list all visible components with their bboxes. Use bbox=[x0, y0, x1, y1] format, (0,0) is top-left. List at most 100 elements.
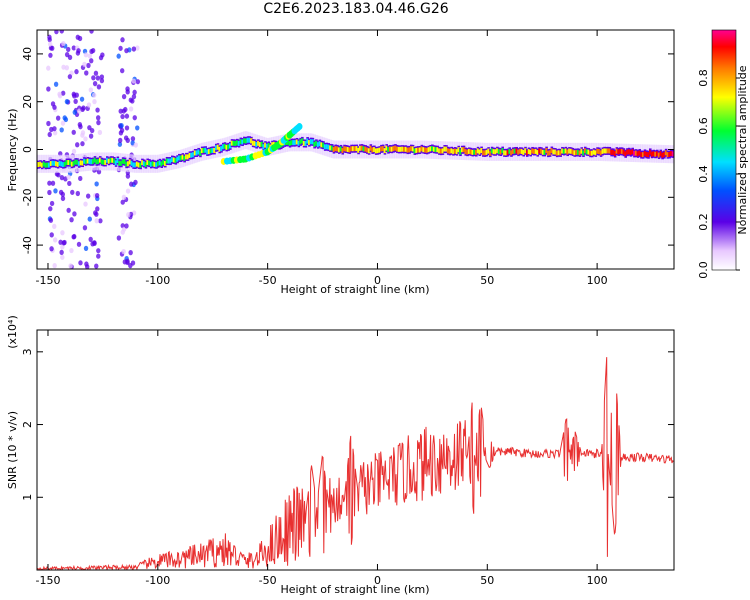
spectrogram-ridge-cell bbox=[466, 149, 469, 155]
spectrogram-noise-cell bbox=[61, 240, 67, 246]
spectrogram-ridge-cell bbox=[95, 159, 99, 165]
top-x-tick-label: -50 bbox=[259, 274, 277, 287]
spectrogram-ridge-cell bbox=[592, 149, 596, 155]
spectrogram-ridge-cell bbox=[160, 161, 164, 167]
spectrogram-noise-cell bbox=[71, 148, 77, 154]
spectrogram-ridge-cell bbox=[522, 149, 526, 155]
spectrogram-ridge-cell bbox=[67, 159, 70, 165]
spectrogram-ridge-cell bbox=[286, 139, 290, 145]
spectrogram-ridge-cell bbox=[450, 148, 454, 154]
spectrogram-ridge-cell bbox=[487, 148, 490, 154]
spectrogram-ridge-cell bbox=[228, 143, 232, 149]
colorbar-tick-label: 0.8 bbox=[697, 69, 710, 87]
spectrogram-ridge-cell bbox=[91, 159, 95, 165]
spectrogram-ridge-cell bbox=[251, 140, 255, 146]
spectrogram-ridge-cell bbox=[573, 150, 577, 156]
spectrogram-ridge-cell bbox=[39, 161, 42, 167]
spectrogram-ridge-cell bbox=[234, 140, 237, 146]
spectrogram-noise-cell bbox=[119, 123, 124, 129]
spectrogram-ridge-cell bbox=[640, 152, 643, 158]
spectrogram-ridge-cell bbox=[462, 147, 466, 153]
spectrogram-noise-cell bbox=[52, 263, 57, 269]
spectrogram-ridge-cell bbox=[285, 139, 288, 145]
spectrogram-ridge-cell bbox=[620, 148, 624, 154]
spectrogram-ridge-cell bbox=[545, 148, 548, 154]
spectrogram-ridge-cell bbox=[664, 150, 668, 156]
spectrogram-ridge-cell bbox=[42, 161, 46, 167]
spectrogram-ridge-cell bbox=[264, 142, 267, 148]
spectrogram-ridge-cell bbox=[605, 148, 608, 154]
spectrogram-noise-cell bbox=[48, 41, 53, 47]
spectrogram-noise-cell bbox=[120, 199, 125, 205]
spectrogram-ridge-cell bbox=[670, 151, 673, 157]
spectrogram-noise-cell bbox=[87, 125, 92, 131]
spectrogram-ridge-cell bbox=[443, 146, 446, 152]
spectrogram-noise-cell bbox=[63, 116, 69, 123]
spectrogram-ridge-cell bbox=[497, 149, 501, 155]
spectrogram-ridge-cell bbox=[337, 147, 341, 153]
spectrogram-ridge-cell bbox=[44, 162, 48, 168]
spectrogram-noise-cell bbox=[121, 248, 126, 255]
spectrogram-noise-cell bbox=[124, 113, 130, 119]
spectrogram-ridge-cell bbox=[566, 149, 569, 155]
spectrogram-ridge-cell bbox=[641, 152, 645, 158]
spectrogram-noise-cell bbox=[78, 124, 83, 130]
spectrogram-ridge-cell bbox=[383, 148, 387, 154]
spectrogram-ridge-cell bbox=[619, 148, 622, 154]
spectrogram-ridge-cell bbox=[214, 145, 218, 151]
spectrogram-noise-cell bbox=[83, 245, 89, 251]
spectrogram-ridge-cell bbox=[659, 151, 663, 157]
spectrogram-ridge-cell bbox=[130, 160, 134, 166]
spectrogram-ridge-cell bbox=[227, 144, 230, 150]
spectrogram-ridge-cell bbox=[550, 148, 554, 154]
spectrogram-noise-cell bbox=[52, 223, 57, 229]
spectrogram-ridge-cell bbox=[190, 152, 193, 158]
spectrogram-ridge-cell bbox=[48, 162, 51, 168]
spectrogram-ridge-cell bbox=[395, 146, 399, 152]
spectrogram-ridge-cell bbox=[473, 149, 476, 155]
spectrogram-ridge-cell bbox=[116, 158, 120, 164]
spectrogram-ridge-cell bbox=[353, 146, 357, 152]
spectrogram-noise-cell bbox=[64, 52, 70, 58]
spectrogram-noise-cell bbox=[124, 125, 130, 131]
spectrogram-ridge-cell bbox=[188, 152, 192, 158]
spectrogram-ridge-cell bbox=[244, 138, 248, 144]
spectrogram-ridge-cell bbox=[489, 150, 492, 156]
spectrogram-noise-cell bbox=[46, 86, 51, 92]
spectrogram-ridge-cell bbox=[253, 141, 257, 147]
spectrogram-noise-cell bbox=[122, 259, 128, 265]
spectrogram-noise-cell bbox=[135, 125, 140, 131]
spectrogram-ridge-cell bbox=[100, 159, 104, 165]
spectrogram-noise-cell bbox=[72, 93, 77, 99]
spectrogram-ridge-cell bbox=[304, 141, 308, 147]
spectrogram-noise-cell bbox=[55, 115, 61, 121]
spectrogram-noise-cell bbox=[92, 99, 97, 105]
colorbar-label: Normalized spectral amplitude bbox=[736, 65, 749, 234]
spectrogram-ridge-cell bbox=[109, 157, 113, 163]
spectrogram-noise-cell bbox=[56, 172, 61, 178]
spectrogram-ridge-cell bbox=[255, 142, 258, 148]
spectrogram-ridge-cell bbox=[471, 149, 475, 155]
spectrogram-ridge-cell bbox=[381, 146, 385, 152]
spectrogram-ridge-cell bbox=[622, 149, 626, 155]
spectrogram-heatmap bbox=[37, 30, 674, 269]
spectrogram-ridge-cell bbox=[475, 150, 478, 156]
spectrogram-ridge-cell bbox=[193, 150, 197, 156]
spectrogram-ridge-cell bbox=[392, 146, 396, 152]
spectrogram-ridge-cell bbox=[127, 161, 130, 167]
spectrogram-noise-cell bbox=[49, 126, 54, 133]
spectrogram-ridge-cell bbox=[204, 147, 207, 153]
spectrogram-ridge-cell bbox=[339, 146, 343, 152]
spectrogram-ridge-cell bbox=[554, 149, 557, 155]
spectrogram-ridge-cell bbox=[499, 149, 503, 155]
spectrogram-ridge-cell bbox=[594, 150, 598, 156]
spectrogram-ridge-cell bbox=[476, 148, 480, 154]
spectrogram-ridge-cell bbox=[243, 138, 246, 144]
spectrogram-ridge-cell bbox=[241, 139, 244, 145]
spectrogram-noise-cell bbox=[46, 65, 51, 71]
spectrogram-ridge-cell bbox=[181, 154, 185, 160]
spectrogram-ridge-cell bbox=[83, 158, 86, 164]
colorbar-tick-label: 0.4 bbox=[697, 165, 710, 183]
spectrogram-ridge-cell bbox=[650, 151, 654, 157]
spectrogram-ridge-cell bbox=[297, 140, 301, 146]
